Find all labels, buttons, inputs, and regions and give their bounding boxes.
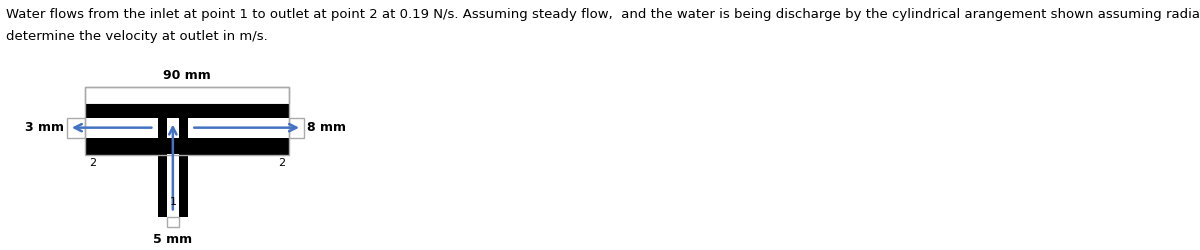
Text: 3 mm: 3 mm [25, 121, 64, 134]
Text: Water flows from the inlet at point 1 to outlet at point 2 at 0.19 N/s. Assuming: Water flows from the inlet at point 1 to… [6, 8, 1200, 21]
Bar [85, 87, 289, 154]
Bar [289, 118, 304, 138]
Bar [85, 104, 289, 118]
Text: 2: 2 [89, 158, 96, 168]
Text: 2: 2 [278, 158, 286, 168]
Bar [85, 87, 289, 104]
Bar [158, 154, 187, 218]
Bar [85, 138, 289, 154]
Bar [67, 118, 85, 138]
Bar [158, 118, 187, 138]
Bar [167, 154, 179, 218]
Text: 1: 1 [169, 198, 176, 207]
Text: 8 mm: 8 mm [307, 121, 346, 134]
Bar [167, 118, 179, 138]
Text: 90 mm: 90 mm [163, 69, 211, 82]
Text: 5 mm: 5 mm [154, 233, 192, 246]
Bar [167, 218, 179, 228]
Bar [85, 118, 289, 138]
Text: determine the velocity at outlet in m/s.: determine the velocity at outlet in m/s. [6, 30, 268, 43]
